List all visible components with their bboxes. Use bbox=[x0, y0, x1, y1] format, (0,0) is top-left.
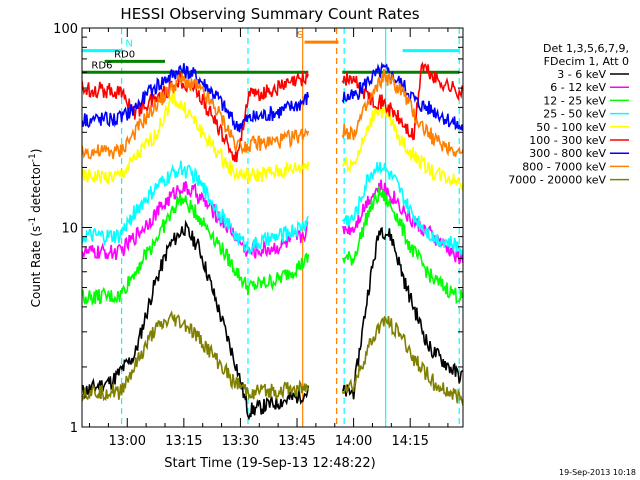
legend-item-label: 3 - 6 keV bbox=[557, 68, 606, 81]
x-tick-label: 13:15 bbox=[165, 434, 202, 449]
y-tick-label: 10 bbox=[61, 222, 78, 237]
legend-item-label: 50 - 100 keV bbox=[536, 121, 606, 134]
y-axis-label-end: ) bbox=[29, 149, 43, 154]
x-tick-label: 14:00 bbox=[335, 434, 372, 449]
series-line bbox=[82, 61, 463, 133]
series-line bbox=[82, 186, 463, 307]
series-line bbox=[82, 160, 463, 258]
annotation-bar-label: RD0 bbox=[114, 49, 135, 60]
series-line bbox=[82, 219, 463, 421]
series-line bbox=[82, 89, 463, 192]
legend-item-label: 800 - 7000 keV bbox=[522, 160, 606, 173]
x-tick-label: 14:15 bbox=[391, 434, 428, 449]
footer-date: 19-Sep-2013 10:18 bbox=[559, 468, 636, 477]
legend-header-line-2: FDecim 1, Att 0 bbox=[544, 55, 629, 68]
legend-item-label: 6 - 12 keV bbox=[550, 81, 606, 94]
y-axis-label-main: Count Rate (s bbox=[29, 226, 43, 308]
x-tick-label: 13:45 bbox=[278, 434, 315, 449]
legend-item-label: 300 - 800 keV bbox=[529, 147, 606, 160]
y-axis-label-sup2: -1 bbox=[28, 153, 38, 162]
annotation-bar-label: RD6 bbox=[91, 60, 112, 71]
x-tick-label: 13:30 bbox=[222, 434, 259, 449]
legend-item-label: 12 - 25 keV bbox=[543, 94, 606, 107]
y-tick-label: 1 bbox=[70, 421, 78, 436]
series-layer bbox=[82, 61, 463, 421]
legend-header-line-1: Det 1,3,5,6,7,9, bbox=[543, 42, 629, 55]
legend-item-label: 25 - 50 keV bbox=[543, 108, 606, 121]
y-axis-label: Count Rate (s-1 detector-1) bbox=[28, 149, 43, 308]
chart-title: HESSI Observing Summary Count Rates bbox=[120, 5, 419, 23]
x-tick-label: 13:00 bbox=[109, 434, 146, 449]
annotation-bar-label: N bbox=[125, 39, 132, 50]
legend-item-label: 100 - 300 keV bbox=[529, 134, 606, 147]
y-tick-label: 100 bbox=[53, 22, 78, 37]
legend-item-label: 7000 - 20000 keV bbox=[508, 174, 606, 187]
x-axis-label: Start Time (19-Sep-13 12:48:22) bbox=[164, 456, 375, 471]
annotation-bar-label: S bbox=[297, 30, 303, 41]
series-line bbox=[82, 310, 463, 406]
legend: Det 1,3,5,6,7,9, FDecim 1, Att 0 3 - 6 k… bbox=[508, 42, 629, 187]
series-line bbox=[82, 68, 463, 160]
y-axis-label-mid: detector bbox=[29, 162, 43, 217]
axis-layer: 1 10 100 13:00 13:15 13:30 13:45 14:00 14:15 bbox=[53, 22, 463, 449]
y-axis-label-sup1: -1 bbox=[28, 217, 38, 226]
series-line bbox=[82, 179, 463, 265]
